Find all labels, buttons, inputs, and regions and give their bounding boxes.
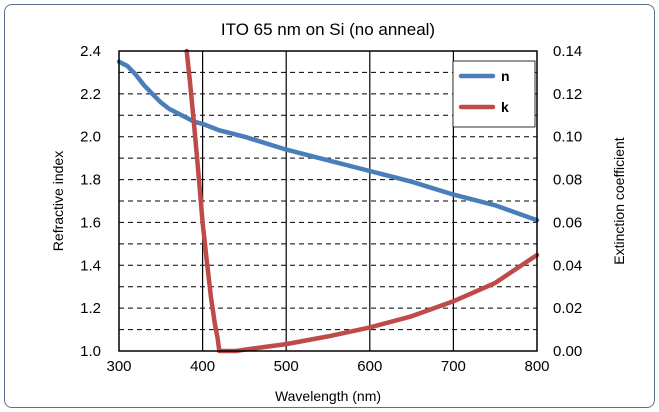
- series-line-n: [116, 59, 540, 223]
- chart-frame: 300 400 500 600 700 800 1.0 1.2 1.4 1.6 1.8 2.0 2.2 2…: [4, 4, 655, 408]
- y2-tick-label: 0.00: [553, 343, 582, 360]
- y2-tick-label: 0.06: [553, 214, 582, 231]
- legend: n k: [452, 60, 536, 128]
- y2-tick-label: 0.04: [553, 257, 582, 274]
- x-tick-label: 600: [357, 358, 382, 375]
- chart: 300 400 500 600 700 800 1.0 1.2 1.4 1.6 1.8 2.0 2.2 2…: [50, 20, 627, 404]
- x-tick-label: 400: [190, 358, 215, 375]
- y-tick-label: 2.0: [80, 129, 101, 146]
- tick-labels: 300 400 500 600 700 800 1.0 1.2 1.4 1.6 1.8 2.0 2.2 2…: [80, 43, 582, 375]
- legend-label-n: n: [501, 68, 510, 84]
- y-axis-title: Refractive index: [50, 151, 66, 251]
- y-tick-label: 1.0: [80, 343, 101, 360]
- x-tick-label: 700: [441, 358, 466, 375]
- y-tick-label: 1.4: [80, 257, 101, 274]
- y2-tick-label: 0.08: [553, 172, 582, 189]
- x-axis-title: Wavelength (nm): [275, 388, 381, 404]
- x-tick-label: 500: [274, 358, 299, 375]
- y2-tick-label: 0.14: [553, 43, 582, 60]
- y-tick-label: 1.6: [80, 214, 101, 231]
- legend-label-k: k: [501, 99, 509, 115]
- x-tick-label: 800: [524, 358, 549, 375]
- y-tick-label: 1.8: [80, 172, 101, 189]
- x-tick-label: 300: [106, 358, 131, 375]
- chart-title: ITO 65 nm on Si (no anneal): [221, 20, 435, 39]
- legend-box: [452, 60, 536, 128]
- y2-axis-title: Extinction coefficient: [611, 137, 627, 264]
- y2-tick-label: 0.12: [553, 86, 582, 103]
- y2-tick-label: 0.10: [553, 129, 582, 146]
- y-tick-label: 2.4: [80, 43, 101, 60]
- y-tick-label: 1.2: [80, 300, 101, 317]
- y-tick-label: 2.2: [80, 86, 101, 103]
- y2-tick-label: 0.02: [553, 300, 582, 317]
- plot-border: [118, 50, 538, 352]
